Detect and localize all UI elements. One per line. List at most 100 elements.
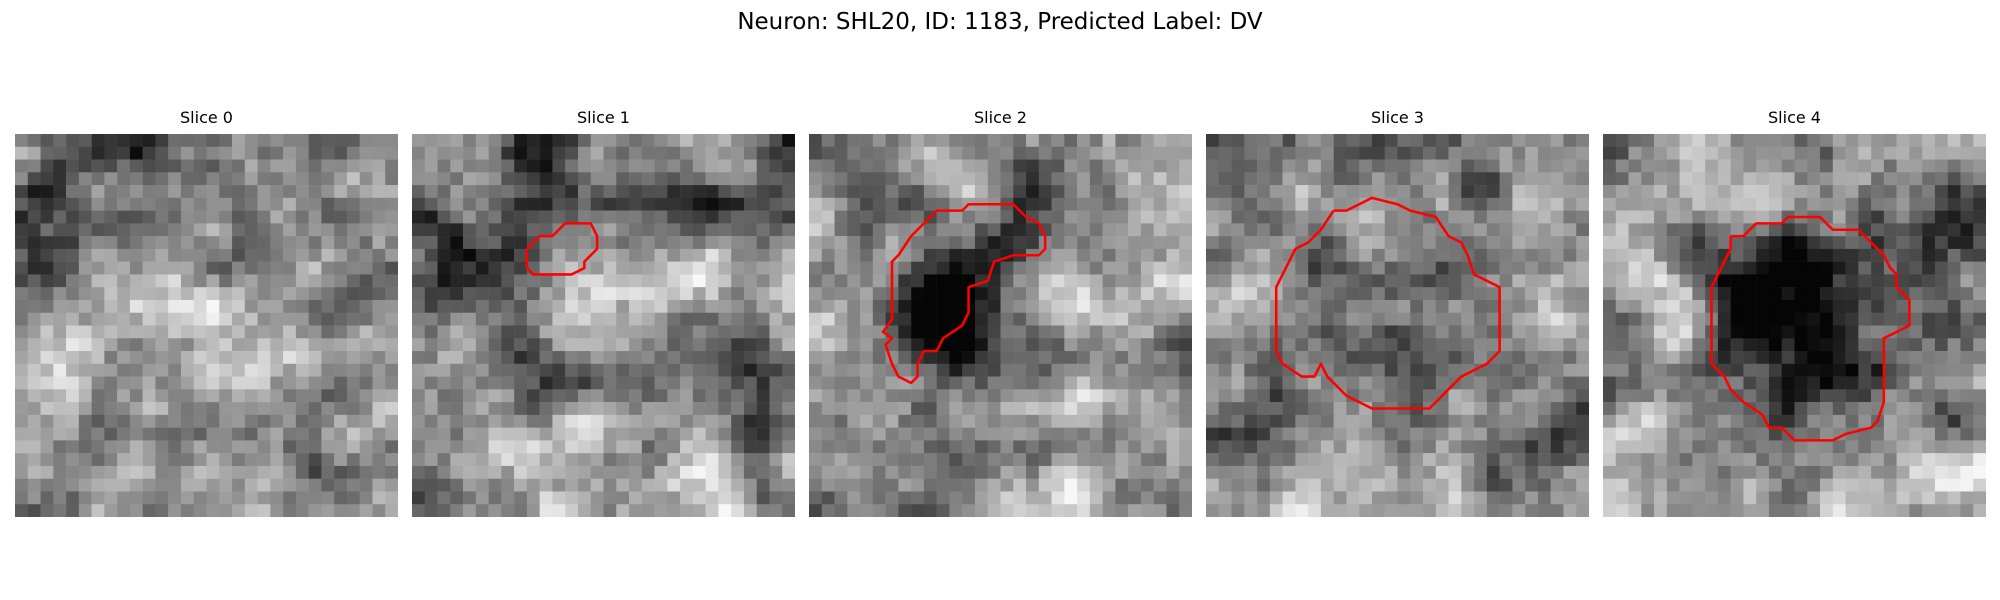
- pixel: [1563, 223, 1577, 237]
- pixel: [1499, 440, 1513, 454]
- pixel: [437, 504, 451, 517]
- pixel: [295, 312, 309, 326]
- pixel: [680, 504, 694, 517]
- pixel: [847, 504, 861, 517]
- pixel: [1909, 248, 1923, 262]
- pixel: [193, 172, 207, 186]
- pixel: [372, 185, 386, 199]
- pixel: [1218, 363, 1232, 377]
- pixel: [488, 172, 502, 186]
- pixel: [53, 440, 67, 454]
- pixel: [1077, 274, 1091, 288]
- pixel: [705, 465, 719, 479]
- pixel: [1423, 159, 1437, 173]
- pixel: [1282, 402, 1296, 416]
- pixel: [654, 504, 668, 517]
- pixel: [718, 299, 732, 313]
- pixel: [565, 134, 579, 148]
- pixel: [1461, 491, 1475, 505]
- pixel: [1371, 325, 1385, 339]
- pixel: [590, 338, 604, 352]
- pixel: [244, 389, 258, 403]
- pixel: [15, 159, 29, 173]
- pixel: [180, 491, 194, 505]
- pixel: [1435, 274, 1449, 288]
- pixel: [1423, 376, 1437, 390]
- pixel: [1832, 287, 1846, 301]
- pixel: [232, 185, 246, 199]
- pixel: [1563, 376, 1577, 390]
- pixel: [501, 465, 515, 479]
- pixel: [590, 197, 604, 211]
- pixel: [1973, 223, 1986, 237]
- pixel: [1257, 338, 1271, 352]
- pixel: [1000, 210, 1014, 224]
- pixel: [1615, 504, 1629, 517]
- pixel: [1257, 427, 1271, 441]
- pixel: [78, 172, 92, 186]
- pixel: [501, 197, 515, 211]
- pixel: [1934, 248, 1948, 262]
- pixel: [78, 134, 92, 148]
- pixel: [1206, 478, 1220, 492]
- pixel: [667, 274, 681, 288]
- pixel: [501, 210, 515, 224]
- pixel: [936, 427, 950, 441]
- pixel: [1679, 465, 1693, 479]
- pixel: [78, 427, 92, 441]
- pixel: [1013, 172, 1027, 186]
- pixel: [1781, 312, 1795, 326]
- pixel: [769, 274, 783, 288]
- pixel: [1654, 299, 1668, 313]
- pixel: [78, 389, 92, 403]
- pixel: [1026, 159, 1040, 173]
- pixel: [1346, 146, 1360, 160]
- pixel: [1909, 223, 1923, 237]
- pixel: [1512, 478, 1526, 492]
- pixel: [718, 478, 732, 492]
- pixel: [15, 299, 29, 313]
- pixel: [577, 197, 591, 211]
- pixel: [168, 389, 182, 403]
- pixel: [1883, 287, 1897, 301]
- pixel: [590, 210, 604, 224]
- pixel: [1384, 414, 1398, 428]
- pixel: [1346, 261, 1360, 275]
- pixel: [372, 236, 386, 250]
- pixel: [193, 299, 207, 313]
- pixel: [1410, 248, 1424, 262]
- pixel: [1346, 389, 1360, 403]
- pixel: [898, 185, 912, 199]
- pixel: [1603, 172, 1617, 186]
- pixel: [1576, 453, 1589, 467]
- pixel: [860, 338, 874, 352]
- pixel: [372, 402, 386, 416]
- pixel: [603, 338, 617, 352]
- pixel: [1077, 338, 1091, 352]
- pixel: [1973, 146, 1986, 160]
- pixel: [718, 134, 732, 148]
- pixel: [1973, 134, 1986, 148]
- pixel: [1909, 427, 1923, 441]
- pixel: [219, 389, 233, 403]
- pixel: [437, 440, 451, 454]
- pixel: [705, 261, 719, 275]
- pixel: [359, 236, 373, 250]
- pixel: [66, 478, 80, 492]
- pixel: [962, 210, 976, 224]
- pixel: [1512, 236, 1526, 250]
- pixel: [334, 338, 348, 352]
- pixel: [1576, 414, 1589, 428]
- pixel: [1384, 236, 1398, 250]
- pixel: [1371, 210, 1385, 224]
- pixel: [731, 389, 745, 403]
- pixel: [1026, 223, 1040, 237]
- pixel: [641, 465, 655, 479]
- pixel: [1666, 351, 1680, 365]
- pixel: [359, 389, 373, 403]
- pixel: [743, 172, 757, 186]
- pixel: [1295, 172, 1309, 186]
- pixel: [155, 351, 169, 365]
- pixel: [78, 338, 92, 352]
- pixel: [1717, 325, 1731, 339]
